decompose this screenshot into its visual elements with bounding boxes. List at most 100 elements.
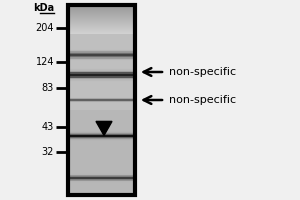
Bar (70, 134, 133, 135)
Bar (70, 55, 133, 56)
Bar (70, 81, 133, 82)
Text: non-specific: non-specific (169, 95, 236, 105)
Bar (70, 44, 133, 45)
Bar (70, 51, 133, 52)
Bar (70, 99, 133, 100)
Bar (70, 85, 133, 86)
Bar (70, 63, 133, 64)
Bar (70, 179, 133, 180)
Bar (70, 47, 133, 48)
Bar (70, 182, 133, 183)
Bar (70, 75, 133, 76)
Bar (70, 65, 133, 66)
Bar (70, 139, 133, 140)
Bar (70, 171, 133, 172)
Text: 43: 43 (42, 122, 54, 132)
Bar (70, 54, 133, 55)
Bar (70, 104, 133, 105)
Bar (70, 50, 133, 51)
Text: kDa: kDa (33, 3, 54, 13)
Bar (70, 46, 133, 47)
Bar (70, 129, 133, 130)
Bar (70, 173, 133, 174)
Bar (70, 79, 133, 80)
Bar (70, 85, 133, 86)
Bar (70, 175, 133, 176)
Bar (70, 69, 133, 70)
Bar (70, 72, 133, 73)
Bar (70, 63, 133, 64)
Bar (70, 77, 133, 78)
Bar (70, 138, 133, 139)
Bar (70, 62, 133, 63)
Bar (70, 103, 133, 104)
Bar (70, 76, 133, 77)
Bar (70, 56, 133, 57)
Bar (70, 50, 133, 51)
Bar (70, 97, 133, 98)
Bar (70, 55, 133, 56)
Bar (70, 180, 133, 181)
Bar (70, 84, 133, 85)
Bar (70, 144, 133, 145)
Bar (70, 64, 133, 65)
Bar (70, 58, 133, 59)
Bar (70, 67, 133, 68)
Bar (70, 95, 133, 96)
Bar (70, 54, 133, 55)
Polygon shape (96, 121, 112, 135)
Bar (70, 72, 133, 73)
Bar (70, 77, 133, 78)
Bar (70, 101, 133, 102)
Bar (70, 61, 133, 62)
Bar (68, 5, 135, 195)
Bar (70, 96, 133, 97)
Bar (70, 46, 133, 47)
Bar (70, 135, 133, 136)
Bar (70, 184, 133, 185)
Bar (70, 143, 133, 144)
Bar (70, 82, 133, 83)
Bar (70, 101, 133, 102)
Bar (70, 128, 133, 129)
Text: 83: 83 (42, 83, 54, 93)
Bar (70, 45, 133, 46)
Bar (70, 132, 133, 133)
Bar (70, 60, 133, 61)
Bar (70, 127, 133, 128)
Bar (70, 83, 133, 84)
Bar (70, 71, 133, 72)
Bar (70, 100, 133, 101)
Bar (70, 98, 133, 99)
Bar (70, 98, 133, 99)
Bar (70, 66, 133, 67)
Bar (70, 66, 133, 67)
Bar (70, 178, 133, 179)
Bar (70, 75, 133, 76)
Bar (70, 129, 133, 130)
Bar (70, 80, 133, 81)
Bar (70, 102, 133, 103)
Bar (70, 63, 133, 64)
Text: 204: 204 (35, 23, 54, 33)
Bar (70, 58, 133, 59)
Bar (70, 136, 133, 137)
Bar (70, 141, 133, 142)
Bar (70, 57, 133, 58)
Bar (70, 136, 133, 137)
Bar (70, 131, 133, 132)
Bar (70, 78, 133, 79)
Bar (70, 142, 133, 143)
Bar (70, 130, 133, 131)
Bar (70, 173, 133, 174)
Text: 32: 32 (42, 147, 54, 157)
Bar (70, 181, 133, 182)
Bar (70, 170, 133, 171)
Bar (70, 48, 133, 49)
Bar (70, 83, 133, 84)
Bar (70, 180, 133, 181)
Text: non-specific: non-specific (169, 67, 236, 77)
Bar (70, 59, 133, 60)
Bar (70, 64, 133, 65)
Bar (70, 65, 133, 66)
